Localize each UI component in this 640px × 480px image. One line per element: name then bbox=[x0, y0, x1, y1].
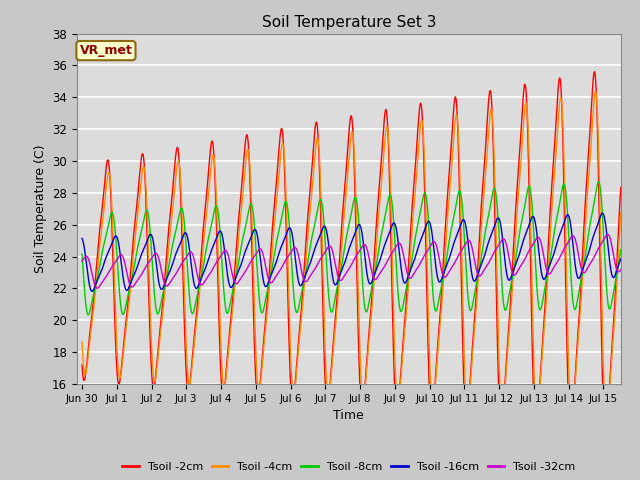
Tsoil -2cm bbox=[176, 172, 184, 178]
X-axis label: Time: Time bbox=[333, 409, 364, 422]
Tsoil -8cm bbox=[78, 251, 86, 257]
Tsoil -16cm bbox=[176, 241, 184, 247]
Tsoil -2cm bbox=[429, 413, 436, 419]
Tsoil -32cm bbox=[521, 256, 529, 262]
Tsoil -4cm bbox=[521, 105, 529, 110]
Tsoil -2cm bbox=[591, 69, 598, 74]
Tsoil -8cm bbox=[429, 285, 436, 291]
Tsoil -4cm bbox=[176, 167, 184, 172]
Tsoil -8cm bbox=[617, 247, 625, 252]
Tsoil -16cm bbox=[401, 280, 409, 286]
Tsoil -16cm bbox=[284, 227, 292, 233]
Tsoil -4cm bbox=[591, 89, 599, 95]
Line: Tsoil -4cm: Tsoil -4cm bbox=[82, 92, 621, 423]
Tsoil -32cm bbox=[604, 231, 611, 237]
Tsoil -16cm bbox=[78, 236, 86, 241]
Text: VR_met: VR_met bbox=[79, 44, 132, 57]
Tsoil -16cm bbox=[88, 288, 96, 294]
Tsoil -2cm bbox=[602, 434, 609, 440]
Line: Tsoil -16cm: Tsoil -16cm bbox=[82, 213, 621, 291]
Legend: Tsoil -2cm, Tsoil -4cm, Tsoil -8cm, Tsoil -16cm, Tsoil -32cm: Tsoil -2cm, Tsoil -4cm, Tsoil -8cm, Tsoi… bbox=[118, 457, 580, 477]
Tsoil -8cm bbox=[284, 208, 292, 214]
Y-axis label: Soil Temperature (C): Soil Temperature (C) bbox=[33, 144, 47, 273]
Tsoil -2cm bbox=[521, 82, 529, 87]
Tsoil -16cm bbox=[617, 256, 625, 262]
Tsoil -4cm bbox=[78, 339, 86, 345]
Tsoil -32cm bbox=[429, 240, 436, 245]
Line: Tsoil -32cm: Tsoil -32cm bbox=[82, 234, 621, 288]
Title: Soil Temperature Set 3: Soil Temperature Set 3 bbox=[262, 15, 436, 30]
Tsoil -4cm bbox=[284, 255, 292, 261]
Tsoil -32cm bbox=[93, 285, 101, 291]
Tsoil -4cm bbox=[617, 210, 625, 216]
Tsoil -4cm bbox=[603, 420, 611, 426]
Tsoil -16cm bbox=[480, 254, 488, 260]
Tsoil -8cm bbox=[84, 312, 92, 318]
Tsoil -8cm bbox=[480, 236, 488, 241]
Tsoil -2cm bbox=[401, 314, 409, 320]
Tsoil -32cm bbox=[284, 254, 292, 260]
Tsoil -32cm bbox=[480, 267, 488, 273]
Tsoil -2cm bbox=[78, 362, 86, 368]
Tsoil -8cm bbox=[401, 291, 409, 297]
Tsoil -8cm bbox=[521, 201, 529, 207]
Line: Tsoil -2cm: Tsoil -2cm bbox=[82, 72, 621, 437]
Tsoil -4cm bbox=[480, 190, 488, 196]
Tsoil -2cm bbox=[284, 294, 292, 300]
Tsoil -32cm bbox=[401, 261, 409, 267]
Line: Tsoil -8cm: Tsoil -8cm bbox=[82, 182, 621, 315]
Tsoil -8cm bbox=[595, 179, 602, 185]
Tsoil -8cm bbox=[176, 208, 184, 214]
Tsoil -16cm bbox=[429, 234, 436, 240]
Tsoil -32cm bbox=[176, 264, 184, 269]
Tsoil -2cm bbox=[617, 184, 625, 190]
Tsoil -16cm bbox=[598, 210, 606, 216]
Tsoil -2cm bbox=[480, 166, 488, 172]
Tsoil -16cm bbox=[521, 233, 529, 239]
Tsoil -32cm bbox=[617, 267, 625, 273]
Tsoil -4cm bbox=[401, 324, 409, 330]
Tsoil -32cm bbox=[78, 258, 86, 264]
Tsoil -4cm bbox=[429, 404, 436, 409]
